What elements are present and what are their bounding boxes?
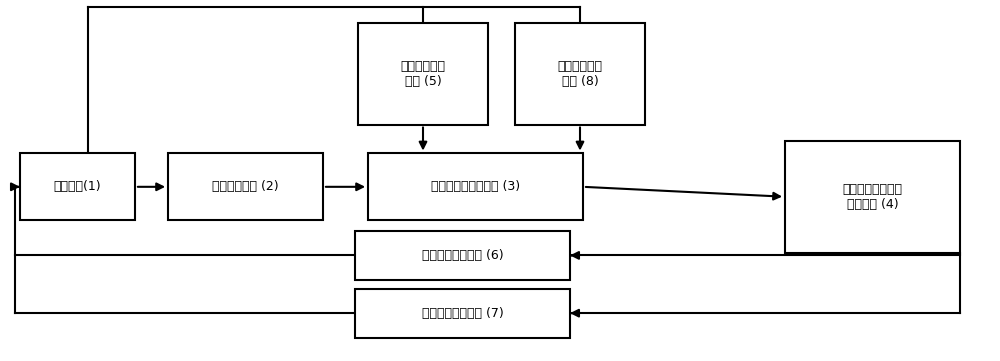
Bar <box>358 23 488 125</box>
Text: 能量快速泄放
电路 (8): 能量快速泄放 电路 (8) <box>558 60 603 88</box>
Text: 充电能量调节
电路 (5): 充电能量调节 电路 (5) <box>400 60 446 88</box>
Bar <box>368 153 583 220</box>
Bar <box>515 23 645 125</box>
Text: 平均电流监视电路 (6): 平均电流监视电路 (6) <box>422 249 503 262</box>
Text: 储能元件充放电电路 (3): 储能元件充放电电路 (3) <box>431 180 520 193</box>
Text: 控制电路(1): 控制电路(1) <box>54 180 101 193</box>
Text: 脉冲式激光器及其
保护电路 (4): 脉冲式激光器及其 保护电路 (4) <box>842 183 902 211</box>
Bar <box>355 289 570 338</box>
Text: 高速驱动电路 (2): 高速驱动电路 (2) <box>212 180 279 193</box>
Bar <box>168 153 323 220</box>
Text: 脉冲峰值监视电路 (7): 脉冲峰值监视电路 (7) <box>422 306 503 320</box>
Bar <box>355 231 570 280</box>
Bar <box>785 141 960 253</box>
Bar <box>20 153 135 220</box>
